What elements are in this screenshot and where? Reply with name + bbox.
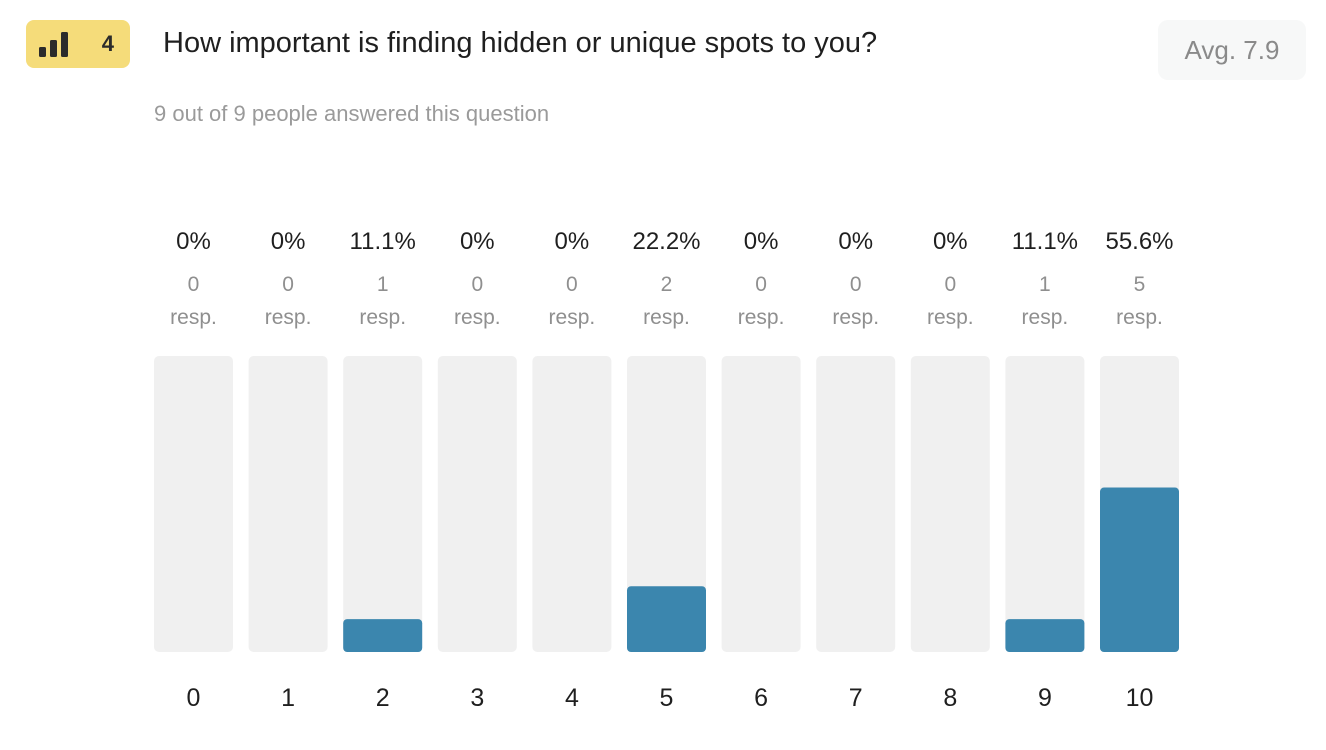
bar — [343, 619, 423, 652]
percent-label: 22.2% — [632, 228, 700, 255]
bar-track — [248, 356, 328, 652]
percent-label: 0% — [933, 228, 968, 255]
percent-label: 0% — [176, 228, 211, 255]
response-count-label: 1 — [1039, 273, 1051, 296]
x-tick-label: 5 — [660, 684, 674, 712]
x-tick-label: 7 — [849, 684, 863, 712]
question-title: How important is finding hidden or uniqu… — [163, 27, 878, 59]
response-count-label: 0 — [944, 273, 956, 296]
response-count-label: 0 — [566, 273, 578, 296]
response-unit-label: resp. — [265, 306, 312, 329]
bar-chart-icon — [39, 32, 68, 57]
x-tick-label: 6 — [754, 684, 768, 712]
response-unit-label: resp. — [170, 306, 217, 329]
response-unit-label: resp. — [927, 306, 974, 329]
x-tick-label: 8 — [943, 684, 957, 712]
response-unit-label: resp. — [1116, 306, 1163, 329]
response-count-label: 0 — [188, 273, 200, 296]
response-count-label: 5 — [1134, 273, 1146, 296]
response-unit-label: resp. — [454, 306, 501, 329]
response-unit-label: resp. — [359, 306, 406, 329]
response-count-label: 1 — [377, 273, 389, 296]
bar-track — [437, 356, 517, 652]
x-tick-label: 0 — [187, 684, 201, 712]
percent-label: 55.6% — [1105, 228, 1173, 255]
bar-track — [343, 356, 423, 652]
percent-label: 11.1% — [350, 228, 416, 255]
question-number-badge: 4 — [26, 20, 130, 68]
x-tick-label: 10 — [1126, 684, 1154, 712]
x-tick-label: 1 — [281, 684, 295, 712]
bar — [1100, 487, 1179, 652]
percent-label: 0% — [838, 228, 873, 255]
x-tick-label: 9 — [1038, 684, 1052, 712]
x-tick-label: 2 — [376, 684, 390, 712]
bar-track — [154, 356, 233, 652]
bar-track — [532, 356, 612, 652]
percent-label: 11.1% — [1012, 228, 1078, 255]
response-unit-label: resp. — [643, 306, 690, 329]
response-unit-label: resp. — [1022, 306, 1069, 329]
percent-label: 0% — [271, 228, 306, 255]
x-tick-label: 4 — [565, 684, 579, 712]
response-count-label: 2 — [661, 273, 673, 296]
answered-count: 9 out of 9 people answered this question — [154, 101, 550, 126]
bar-track — [1005, 356, 1085, 652]
bar-track — [721, 356, 801, 652]
response-count-label: 0 — [755, 273, 767, 296]
percent-label: 0% — [460, 228, 495, 255]
bar — [627, 586, 706, 652]
response-count-label: 0 — [850, 273, 862, 296]
bar — [1005, 619, 1085, 652]
average-score: Avg. 7.9 — [1158, 20, 1306, 80]
percent-label: 0% — [744, 228, 779, 255]
response-count-label: 0 — [471, 273, 483, 296]
response-unit-label: resp. — [738, 306, 785, 329]
bar-track — [910, 356, 990, 652]
question-number: 4 — [101, 31, 114, 56]
response-count-label: 0 — [282, 273, 294, 296]
response-unit-label: resp. — [832, 306, 879, 329]
x-tick-label: 3 — [470, 684, 484, 712]
percent-label: 0% — [555, 228, 590, 255]
response-unit-label: resp. — [549, 306, 596, 329]
bar-track — [627, 356, 706, 652]
bar-track — [816, 356, 896, 652]
